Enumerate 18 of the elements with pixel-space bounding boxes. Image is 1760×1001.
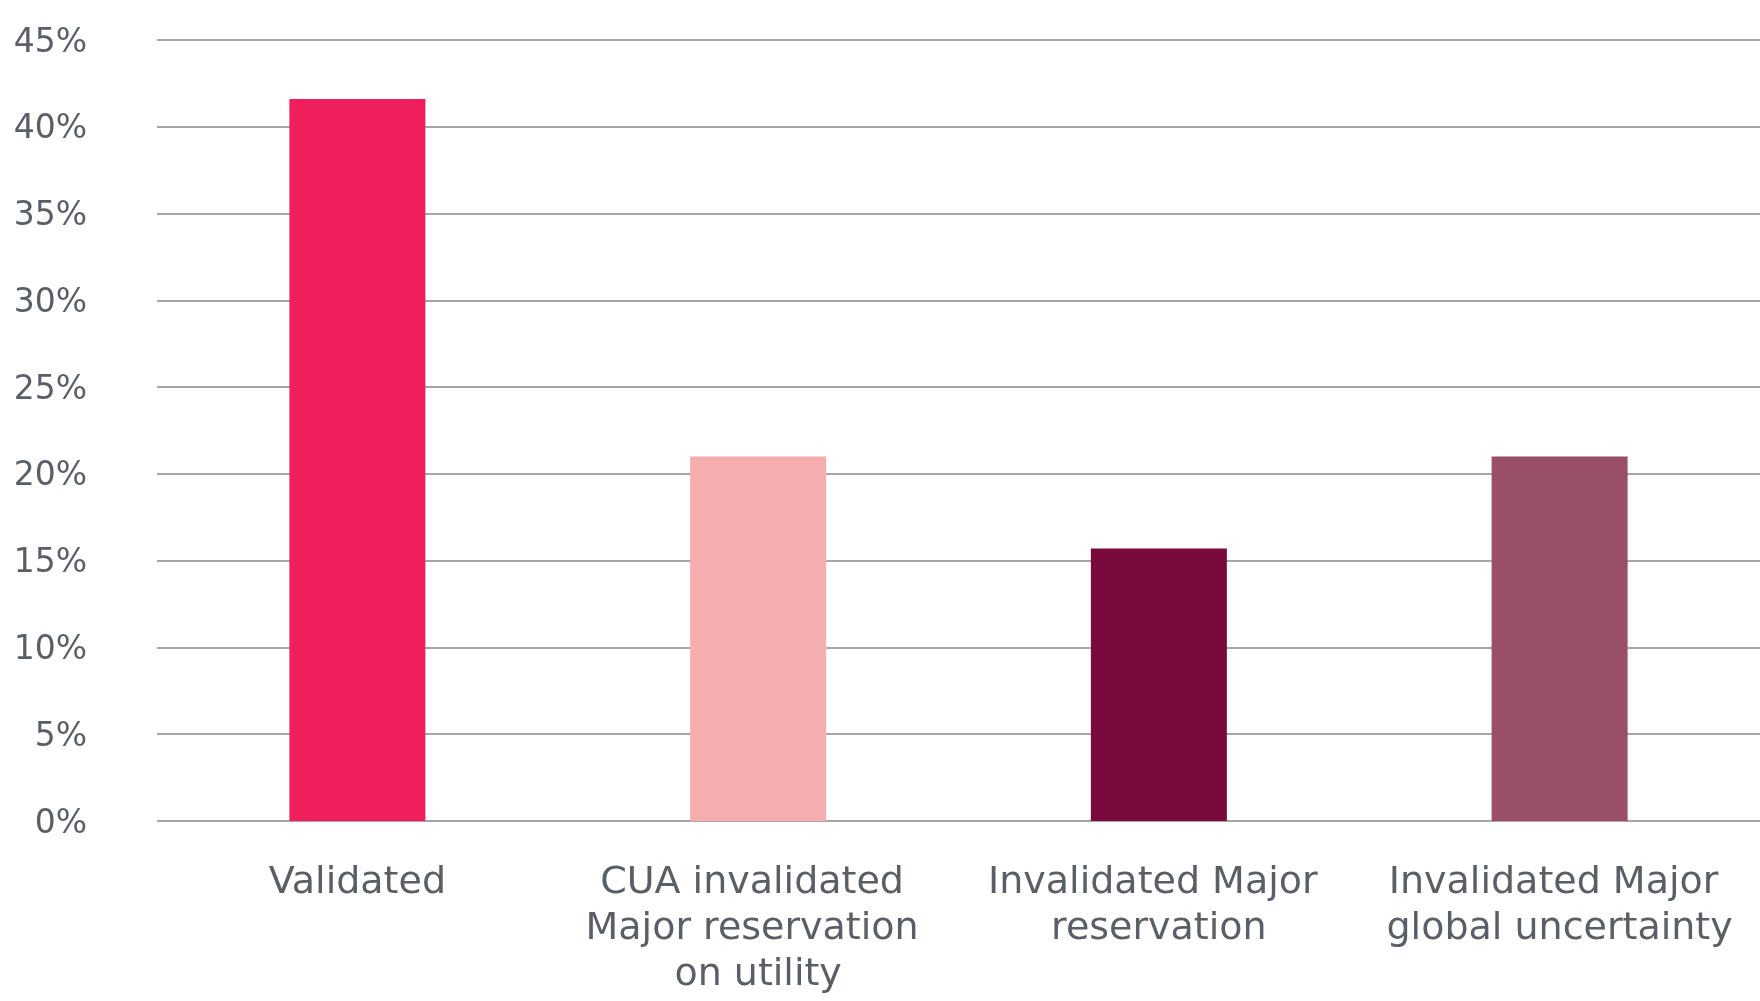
x-tick-label: Invalidated Major global uncertainty <box>1386 858 1733 948</box>
bar <box>1090 548 1227 821</box>
y-tick-label: 10% <box>13 627 87 667</box>
y-tick-label: 20% <box>13 454 87 494</box>
y-tick-label: 25% <box>13 367 87 407</box>
bar <box>690 456 827 821</box>
y-tick-label: 15% <box>13 541 87 581</box>
x-tick-label: Validated <box>268 858 447 902</box>
y-tick-label: 0% <box>34 801 87 841</box>
y-tick-label: 35% <box>13 194 87 234</box>
y-tick-label: 40% <box>13 107 87 147</box>
bar <box>289 99 426 821</box>
bar <box>1491 456 1628 821</box>
x-tick-label: CUA invalidated Major reservation on utility <box>585 858 931 994</box>
y-tick-label: 30% <box>13 280 87 320</box>
y-tick-label: 45% <box>13 20 87 60</box>
y-tick-label: 5% <box>34 714 87 754</box>
x-tick-label: Invalidated Major reservation <box>988 858 1330 948</box>
